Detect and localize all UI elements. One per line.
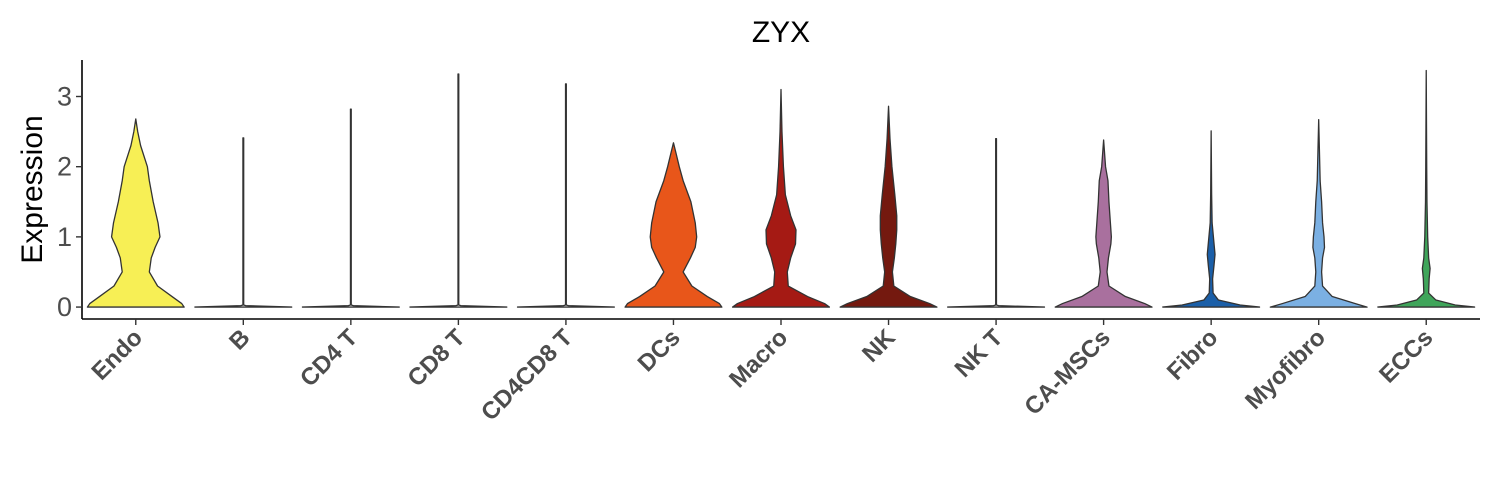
x-tick-label: CD8 T xyxy=(403,324,471,392)
violin-myofibro xyxy=(1269,119,1368,308)
violin-cd4cd8-t xyxy=(516,83,615,308)
violin-nk-t xyxy=(947,137,1046,308)
x-tick-label: CD4CD8 T xyxy=(476,324,578,426)
violin-eccs xyxy=(1377,69,1476,308)
y-tick-label: 3 xyxy=(57,81,72,111)
violin-fibro xyxy=(1162,130,1261,308)
x-tick-label: Endo xyxy=(86,324,148,386)
violin-cd4-t xyxy=(301,108,400,308)
x-tick-label: ECCs xyxy=(1374,324,1438,388)
x-tick-label: Fibro xyxy=(1162,324,1224,386)
violins-group xyxy=(86,69,1476,308)
violin-b xyxy=(194,137,293,308)
x-tick-label: CD4 T xyxy=(295,324,363,392)
violin-cd8-t xyxy=(409,73,508,308)
x-tick-label: B xyxy=(224,324,255,355)
x-tick-label: Myofibro xyxy=(1240,324,1331,415)
x-tick-label: NK T xyxy=(950,324,1009,383)
y-tick-label: 0 xyxy=(57,292,72,322)
y-tick-label: 1 xyxy=(57,222,72,252)
y-ticks-group: 0 1 2 3 xyxy=(57,81,82,322)
x-tick-label: NK xyxy=(857,324,901,368)
chart-title: ZYX xyxy=(752,16,810,49)
violin-macro xyxy=(731,88,831,308)
x-tick-label: DCs xyxy=(633,324,686,377)
x-tick-label: CA-MSCs xyxy=(1019,324,1115,420)
violin-nk xyxy=(839,105,938,308)
y-axis-label: Expression xyxy=(16,115,49,263)
x-tick-label: Macro xyxy=(724,324,793,393)
violin-dcs xyxy=(624,142,723,308)
violin-ca-mscs xyxy=(1054,139,1153,308)
x-ticks-group: Endo B CD4 T CD8 T CD4CD8 T DCs Macro NK NK T CA-… xyxy=(86,319,1438,426)
y-tick-label: 2 xyxy=(57,152,72,182)
violin-endo xyxy=(86,118,185,308)
